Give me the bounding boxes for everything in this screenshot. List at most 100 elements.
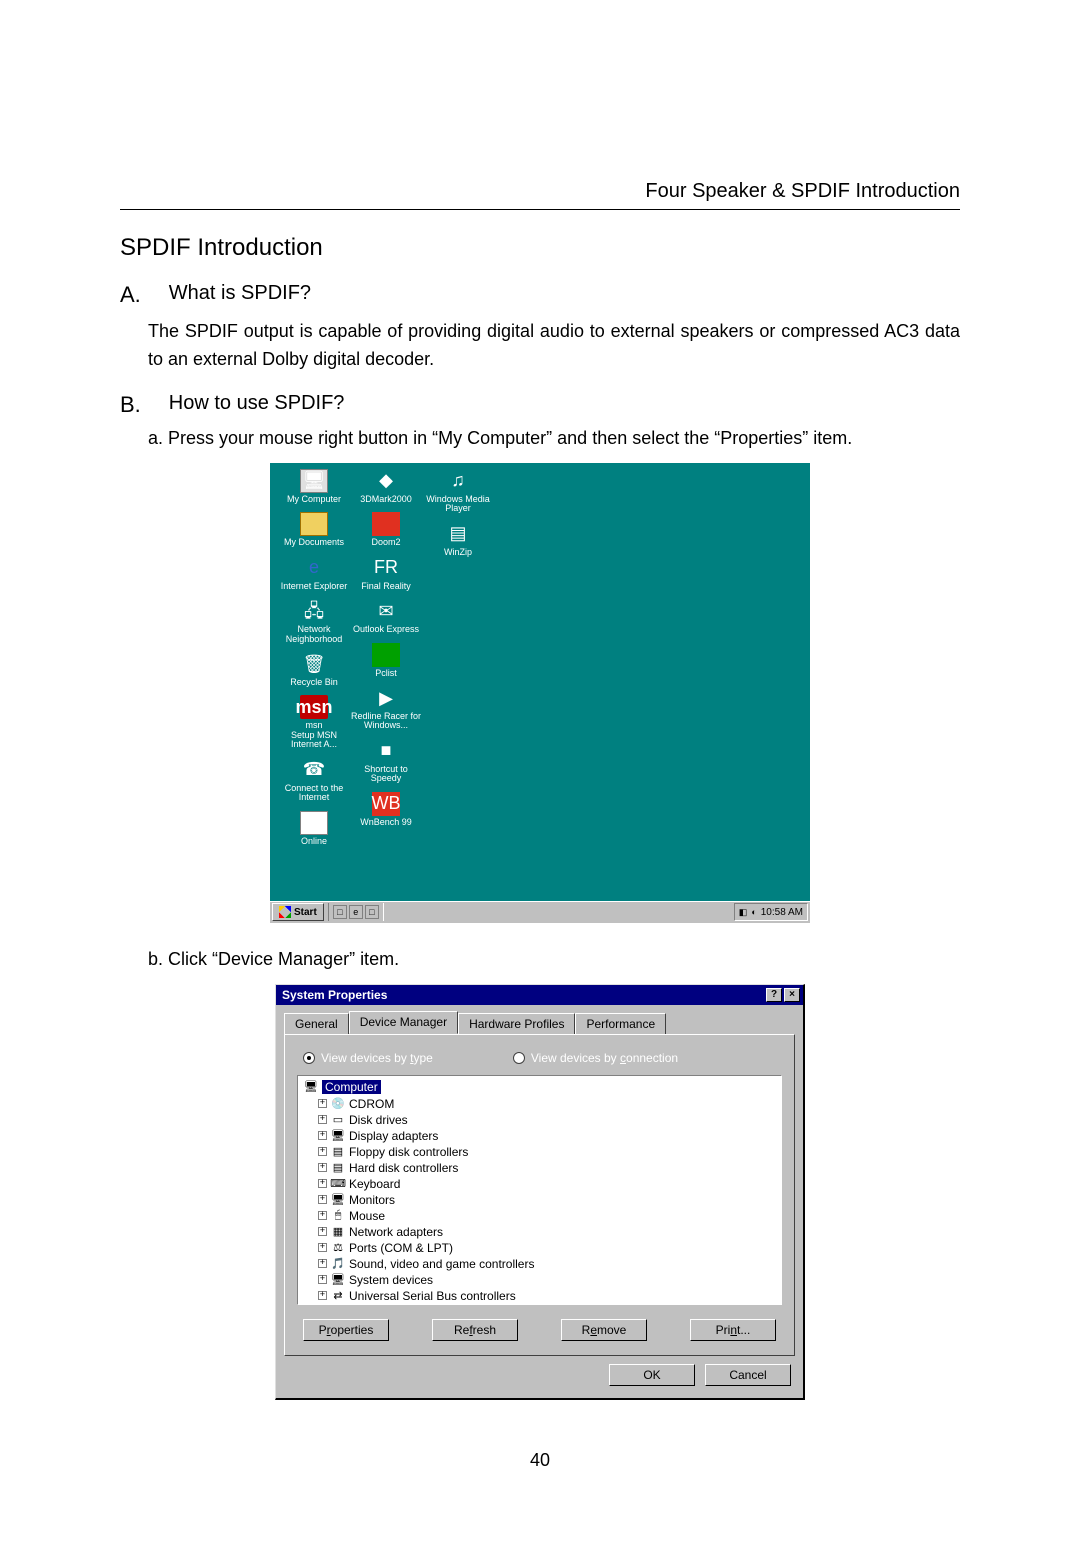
desktop-icon-glyph: 🗑 bbox=[300, 652, 328, 676]
desktop-icon[interactable]: ▶Redline Racer for Windows... bbox=[350, 686, 422, 731]
tree-item[interactable]: +▭Disk drives bbox=[318, 1112, 781, 1128]
expander-icon[interactable]: + bbox=[318, 1211, 327, 1220]
quick-launch-icon[interactable]: e bbox=[349, 905, 363, 919]
tree-root[interactable]: 🖥 Computer bbox=[304, 1080, 781, 1094]
tree-item[interactable]: +🖥Display adapters bbox=[318, 1128, 781, 1144]
desktop-icon-glyph: ♫ bbox=[444, 469, 472, 493]
desktop-icon[interactable]: ■ Shortcut to Speedy bbox=[350, 739, 422, 784]
tree-item-label: Hard disk controllers bbox=[349, 1161, 458, 1175]
section-a-body: The SPDIF output is capable of providing… bbox=[148, 318, 960, 374]
device-tree[interactable]: 🖥 Computer +💿CDROM+▭Disk drives+🖥Display… bbox=[297, 1075, 782, 1305]
desktop-icon[interactable]: ☎Connect to the Internet bbox=[278, 758, 350, 803]
tree-item-label: Keyboard bbox=[349, 1177, 400, 1191]
expander-icon[interactable]: + bbox=[318, 1227, 327, 1236]
tree-item[interactable]: +💿CDROM bbox=[318, 1096, 781, 1112]
expander-icon[interactable]: + bbox=[318, 1163, 327, 1172]
tree-item[interactable]: +🖱Mouse bbox=[318, 1208, 781, 1224]
dialog-title: System Properties bbox=[282, 988, 387, 1002]
help-button[interactable]: ? bbox=[766, 988, 782, 1002]
desktop-icon[interactable]: msnmsn Setup MSN Internet A... bbox=[278, 695, 350, 749]
expander-icon[interactable]: + bbox=[318, 1179, 327, 1188]
quick-launch-icon[interactable]: □ bbox=[365, 905, 379, 919]
radio-view-by-connection[interactable]: View devices by connection bbox=[513, 1051, 678, 1065]
tab-device-manager[interactable]: Device Manager bbox=[349, 1011, 458, 1034]
desktop-icon[interactable]: 🖥 My Computer bbox=[278, 469, 350, 504]
tree-item[interactable]: +▤Floppy disk controllers bbox=[318, 1144, 781, 1160]
tree-item[interactable]: +▦Network adapters bbox=[318, 1224, 781, 1240]
expander-icon[interactable]: + bbox=[318, 1275, 327, 1284]
desktop-icon-label: Redline Racer for Windows... bbox=[350, 712, 422, 731]
desktop-icon[interactable]: 🗑Recycle Bin bbox=[278, 652, 350, 687]
desktop-icon-label: My Computer bbox=[287, 495, 341, 504]
tree-item[interactable]: +⚖Ports (COM & LPT) bbox=[318, 1240, 781, 1256]
desktop-icon-label: Doom2 bbox=[371, 538, 400, 547]
tree-item[interactable]: +⌨Keyboard bbox=[318, 1176, 781, 1192]
desktop-icon-glyph bbox=[300, 512, 328, 536]
tree-item-label: Monitors bbox=[349, 1193, 395, 1207]
device-category-icon: ▤ bbox=[331, 1146, 345, 1158]
tree-item-label: Disk drives bbox=[349, 1113, 408, 1127]
desktop-icon-glyph: ▤ bbox=[444, 522, 472, 546]
tab-strip: GeneralDevice ManagerHardware ProfilesPe… bbox=[276, 1005, 803, 1034]
desktop-icon[interactable]: Online bbox=[278, 811, 350, 846]
ok-button[interactable]: OK bbox=[609, 1364, 695, 1386]
desktop-icon[interactable]: ◆3DMark2000 bbox=[350, 469, 422, 504]
desktop-icon-label: 3DMark2000 bbox=[360, 495, 412, 504]
expander-icon[interactable]: + bbox=[318, 1099, 327, 1108]
desktop-icon-glyph: 🖥 bbox=[300, 469, 328, 493]
desktop-icon-glyph bbox=[372, 643, 400, 667]
tree-item[interactable]: +🖥System devices bbox=[318, 1272, 781, 1288]
desktop-icon[interactable]: eInternet Explorer bbox=[278, 556, 350, 591]
section-a-title: What is SPDIF? bbox=[169, 282, 311, 308]
desktop-icon-glyph: ■ bbox=[372, 739, 400, 763]
print-button[interactable]: Print... bbox=[690, 1319, 776, 1341]
tray-icon[interactable]: ◧ bbox=[739, 907, 748, 918]
panel-button-row: Properties Refresh Remove Print... bbox=[303, 1319, 776, 1341]
desktop-screenshot: 🖥 My Computer My Documents eInternet Explor… bbox=[270, 463, 810, 923]
tab-hardware-profiles[interactable]: Hardware Profiles bbox=[458, 1013, 575, 1034]
remove-button[interactable]: Remove bbox=[561, 1319, 647, 1341]
system-properties-dialog: System Properties ? × GeneralDevice Mana… bbox=[275, 984, 805, 1400]
desktop-icon-label: WnBench 99 bbox=[360, 818, 412, 827]
refresh-button[interactable]: Refresh bbox=[432, 1319, 518, 1341]
expander-icon[interactable]: + bbox=[318, 1259, 327, 1268]
device-category-icon: 🖥 bbox=[331, 1130, 345, 1142]
tree-item[interactable]: +🖥Monitors bbox=[318, 1192, 781, 1208]
cancel-button[interactable]: Cancel bbox=[705, 1364, 791, 1386]
expander-icon[interactable]: + bbox=[318, 1291, 327, 1300]
desktop-icon-label: Online bbox=[301, 837, 327, 846]
radio-view-by-type[interactable]: View devices by type bbox=[303, 1051, 433, 1065]
expander-icon[interactable]: + bbox=[318, 1115, 327, 1124]
desktop-icon[interactable]: My Documents bbox=[278, 512, 350, 547]
desktop-icon-label: Pclist bbox=[375, 669, 397, 678]
desktop-icon[interactable]: Doom2 bbox=[350, 512, 422, 547]
section-b-heading: B. How to use SPDIF? bbox=[120, 392, 960, 418]
expander-icon[interactable]: + bbox=[318, 1147, 327, 1156]
expander-icon[interactable]: + bbox=[318, 1195, 327, 1204]
desktop-icon[interactable]: WBWnBench 99 bbox=[350, 792, 422, 827]
quick-launch: □ e □ bbox=[328, 903, 384, 921]
properties-button[interactable]: Properties bbox=[303, 1319, 389, 1341]
tree-item[interactable]: +🎵Sound, video and game controllers bbox=[318, 1256, 781, 1272]
expander-icon[interactable]: + bbox=[318, 1243, 327, 1252]
desktop-icon[interactable]: Pclist bbox=[350, 643, 422, 678]
tab-performance[interactable]: Performance bbox=[575, 1013, 666, 1034]
tab-general[interactable]: General bbox=[284, 1013, 349, 1034]
expander-icon[interactable]: + bbox=[318, 1131, 327, 1140]
tree-item[interactable]: +▤Hard disk controllers bbox=[318, 1160, 781, 1176]
desktop-icon[interactable]: ▤WinZip bbox=[422, 522, 494, 557]
close-button[interactable]: × bbox=[784, 988, 800, 1002]
desktop-icon-label: Network Neighborhood bbox=[278, 625, 350, 644]
tray-icon[interactable]: ◐ bbox=[751, 907, 756, 917]
tree-item-label: Universal Serial Bus controllers bbox=[349, 1289, 516, 1303]
quick-launch-icon[interactable]: □ bbox=[333, 905, 347, 919]
desktop-icon-label: Shortcut to Speedy bbox=[350, 765, 422, 784]
desktop-icon[interactable]: 🖧Network Neighborhood bbox=[278, 599, 350, 644]
system-tray: ◧ ◐ 10:58 AM bbox=[734, 903, 808, 921]
desktop-icon[interactable]: ♫Windows Media Player bbox=[422, 469, 494, 514]
start-button[interactable]: Start bbox=[272, 903, 324, 921]
desktop-icon[interactable]: FRFinal Reality bbox=[350, 556, 422, 591]
page-title: SPDIF Introduction bbox=[120, 234, 960, 262]
desktop-icon[interactable]: ✉Outlook Express bbox=[350, 599, 422, 634]
tree-item[interactable]: +⇄Universal Serial Bus controllers bbox=[318, 1288, 781, 1304]
